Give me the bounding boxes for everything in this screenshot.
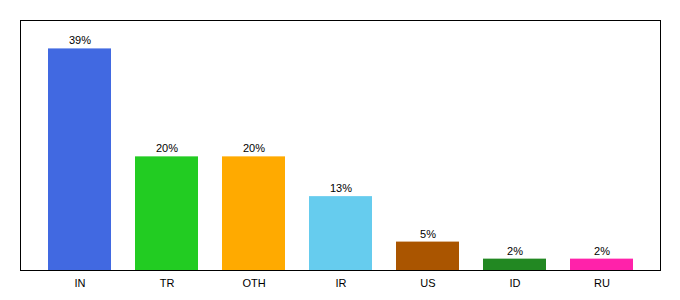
svg-text:ID: ID [510,277,521,289]
svg-text:39%: 39% [69,34,91,46]
svg-text:IN: IN [75,277,86,289]
svg-text:20%: 20% [243,142,265,154]
svg-text:US: US [420,277,435,289]
svg-text:5%: 5% [420,228,436,240]
svg-text:20%: 20% [156,142,178,154]
svg-text:2%: 2% [507,245,523,257]
svg-text:2%: 2% [594,245,610,257]
svg-text:TR: TR [160,277,175,289]
svg-text:OTH: OTH [242,277,265,289]
svg-text:IR: IR [336,277,347,289]
svg-text:RU: RU [594,277,610,289]
svg-text:13%: 13% [330,182,352,194]
